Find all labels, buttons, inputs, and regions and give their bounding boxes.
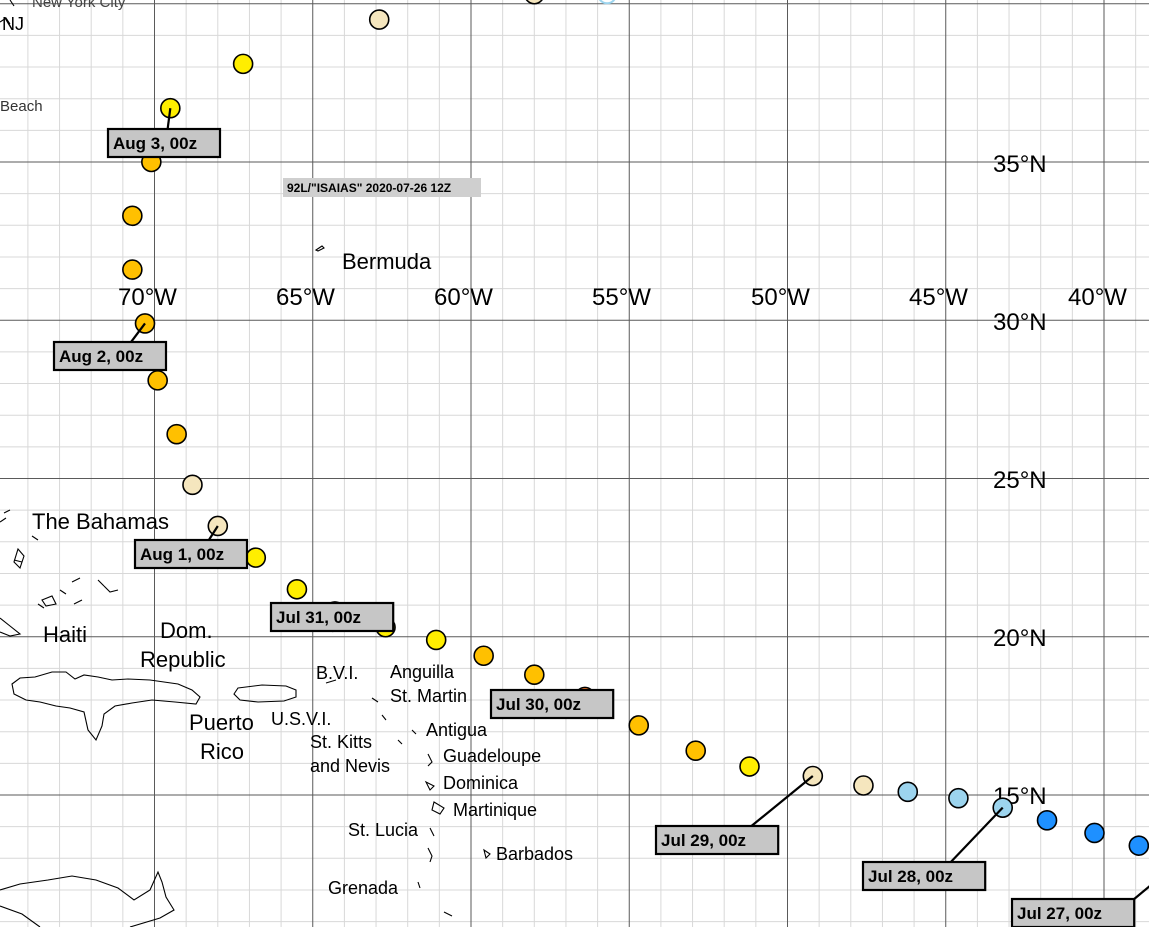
bahamas-andros — [13, 547, 25, 570]
date-label-box — [489, 688, 615, 720]
track-point-7 — [853, 775, 874, 796]
dissipation-circle — [598, 0, 616, 5]
place-label-bermuda: Bermuda — [342, 249, 432, 274]
place-label-st-kitts: St. Kitts — [310, 732, 372, 752]
lesser-antilles — [325, 679, 491, 917]
place-label-new-york-city: New York City — [32, 0, 126, 11]
track-point-18 — [286, 578, 308, 600]
track-point-19 — [245, 547, 267, 568]
date-label-text: Aug 2, 00z — [59, 347, 143, 366]
date-callout-line — [1133, 885, 1149, 900]
date-label-box — [861, 860, 987, 892]
place-label-beach: Beach — [0, 98, 43, 115]
lat-label-25n: 25°N — [993, 467, 1047, 494]
place-label-haiti: Haiti — [43, 622, 87, 647]
date-label-text: Aug 3, 00z — [113, 134, 197, 153]
place-label-puerto: Puerto — [189, 710, 254, 735]
dissipation-marker: X — [598, 0, 616, 5]
coastlines — [0, 0, 491, 927]
lat-label-20n: 20°N — [993, 625, 1047, 652]
lat-label-30n: 30°N — [993, 309, 1047, 336]
place-label-dom: Dom. — [160, 618, 213, 643]
track-point-31 — [525, 0, 543, 5]
place-label-antigua: Antigua — [426, 720, 488, 740]
date-label-box — [52, 340, 168, 372]
map-title: 92L/"ISAIAS" 2020-07-26 12Z — [283, 178, 481, 197]
cuba-coastline — [0, 617, 22, 637]
place-label-bvi: B.V.I. — [316, 663, 358, 683]
track-point-11 — [628, 715, 650, 736]
track-point-15 — [425, 629, 447, 651]
map-title-text: 92L/"ISAIAS" 2020-07-26 12Z — [287, 181, 451, 195]
track-point-29 — [232, 53, 254, 75]
place-label-dominica: Dominica — [443, 773, 519, 793]
south-america-coastline — [0, 870, 175, 927]
date-label-text: Jul 29, 00z — [661, 831, 746, 850]
map-title-background — [283, 178, 481, 197]
turks-caicos — [103, 585, 119, 593]
date-labels: Jul 27, 00z Jul 28, 00z Jul 29, 00z Jul 30,… — [52, 108, 1149, 927]
place-label-st-lucia: St. Lucia — [348, 820, 419, 840]
lon-label-40w: 40°W — [1068, 284, 1127, 311]
track-point-9 — [739, 756, 760, 777]
place-label-the-bahamas: The Bahamas — [32, 509, 169, 534]
puerto-rico-coastline — [233, 684, 297, 703]
date-label-box — [133, 538, 249, 570]
place-label-anguilla: Anguilla — [390, 662, 455, 682]
track-point-30 — [368, 9, 390, 30]
date-label-text: Jul 28, 00z — [868, 867, 953, 886]
place-label-rico: Rico — [200, 739, 244, 764]
date-label-box — [1010, 897, 1136, 927]
place-label-grenada: Grenada — [328, 878, 399, 898]
misc-islets — [0, 509, 39, 563]
bermuda-island — [314, 245, 325, 252]
track-point-26 — [122, 205, 143, 227]
track-point-13 — [523, 664, 545, 686]
date-label-box — [106, 127, 222, 159]
place-label-usvi: U.S.V.I. — [271, 709, 331, 729]
nj-coastline — [0, 0, 15, 25]
date-label-text: Jul 31, 00z — [276, 608, 361, 627]
track-point-10 — [685, 740, 707, 761]
place-label-guadeloupe: Guadeloupe — [443, 746, 541, 766]
date-label-text: Jul 27, 00z — [1017, 904, 1102, 923]
track-point-6 — [897, 781, 919, 803]
track-point-25 — [122, 259, 143, 280]
track-point-14 — [473, 645, 494, 667]
bahamas-islands — [37, 577, 105, 609]
place-label-martinique: Martinique — [453, 800, 537, 820]
place-label-barbados: Barbados — [496, 844, 573, 864]
dissipation-symbol: X — [603, 0, 612, 2]
track-point-2 — [1084, 822, 1105, 844]
track-point-3 — [1036, 810, 1058, 831]
lon-label-45w: 45°W — [909, 284, 968, 311]
place-label-republic: Republic — [140, 647, 226, 672]
lon-label-50w: 50°W — [751, 284, 810, 311]
lon-label-55w: 55°W — [592, 284, 651, 311]
track-point-5 — [948, 787, 969, 809]
date-label-box — [269, 601, 395, 633]
lon-label-70w: 70°W — [118, 284, 177, 311]
date-label-text: Aug 1, 00z — [140, 545, 224, 564]
place-label-st-martin: St. Martin — [390, 686, 467, 706]
date-label-text: Jul 30, 00z — [496, 695, 581, 714]
hispaniola-coastline — [11, 671, 201, 742]
track-point-21 — [182, 474, 203, 496]
track-point-22 — [166, 423, 187, 445]
place-label-nj: NJ — [2, 14, 24, 34]
lon-label-65w: 65°W — [276, 284, 335, 311]
date-label-box — [654, 824, 780, 856]
place-label-and-nevis: and Nevis — [310, 756, 390, 776]
track-point-1 — [1128, 835, 1149, 856]
lat-label-35n: 35°N — [993, 151, 1047, 178]
lon-label-60w: 60°W — [434, 284, 493, 311]
track-point-23 — [147, 370, 168, 391]
place-labels: New York City NJ Beach Bermuda The Baham… — [0, 0, 573, 898]
